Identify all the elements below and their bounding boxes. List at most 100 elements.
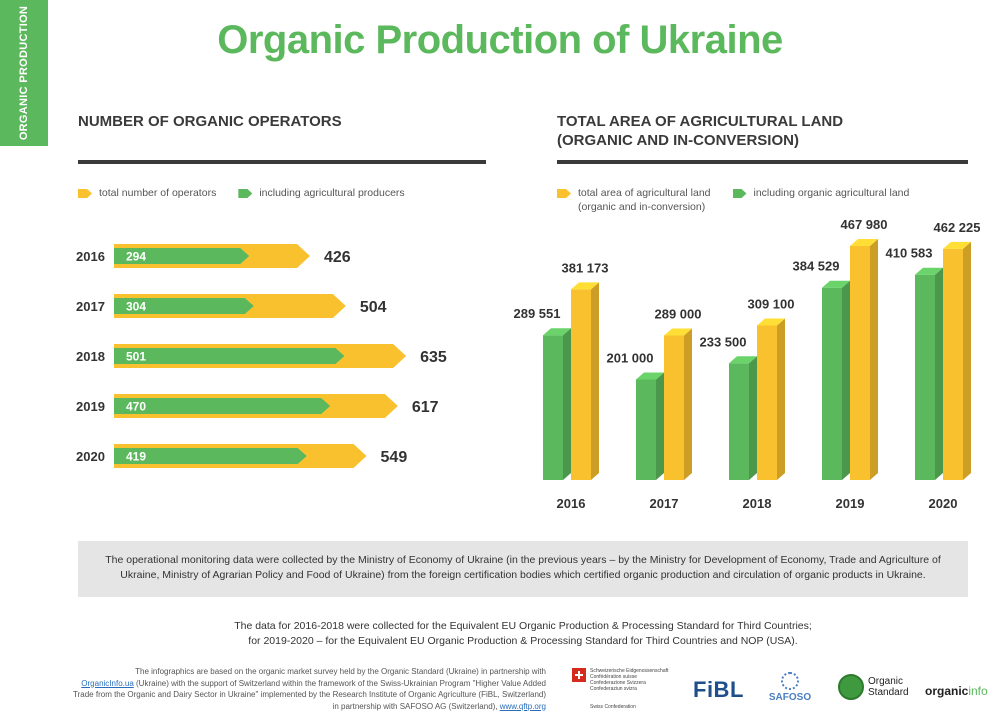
land-year-label: 2017 (650, 496, 679, 511)
land-organic-bar-front (729, 363, 749, 480)
organicinfo-logo: organicinfo (925, 684, 988, 698)
legend-label-total-land-line1: total area of agricultural land (578, 187, 711, 199)
page-title: Organic Production of Ukraine (217, 18, 783, 62)
credits-line4: in partnership with SAFOSO AG (Switzerla… (50, 701, 546, 713)
operators-year-label: 2016 (76, 249, 105, 264)
legend-label-total-land-line2: (organic and in-conversion) (578, 201, 706, 213)
land-total-bar-top (757, 318, 785, 326)
land-total-label: 381 173 (562, 260, 609, 275)
data-standard-note-line1: The data for 2016-2018 were collected fo… (234, 620, 812, 632)
land-organic-bar-front (543, 335, 563, 480)
land-organic-bar-side (842, 280, 850, 480)
credits-line1: The infographics are based on the organi… (135, 667, 546, 676)
land-total-bar-top (850, 239, 878, 247)
operators-producers-label: 419 (126, 450, 146, 464)
organicinfo-logo-b: info (968, 684, 988, 698)
land-organic-label: 289 551 (514, 306, 561, 321)
land-total-bar-side (591, 282, 599, 480)
land-organic-label: 201 000 (607, 351, 654, 366)
legend-label-organic-land: including organic agricultural land (753, 187, 910, 199)
land-organic-bar-top (729, 356, 757, 364)
organic-standard-leaf-icon (838, 674, 864, 700)
operators-year-label: 2018 (76, 349, 105, 364)
land-total-label: 289 000 (655, 307, 702, 322)
organicinfo-link[interactable]: OrganicInfo.ua (81, 678, 134, 688)
legend-swatch-green (238, 189, 253, 198)
land-total-bar-side (870, 239, 878, 480)
land-organic-bar-front (915, 274, 935, 480)
credits-line2-text: (Ukraine) with the support of Switzerlan… (133, 678, 546, 688)
swiss-line-4: Confederaziun svizra (590, 686, 637, 692)
land-organic-label: 233 500 (700, 334, 747, 349)
swiss-flag-icon (572, 668, 586, 682)
operators-producers-bar (114, 448, 307, 464)
legend-label-total-operators: total number of operators (99, 187, 217, 199)
safoso-logo-text: SAFOSO (768, 692, 812, 703)
operators-legend: total number of operators including agri… (78, 186, 427, 200)
organic-standard-line2: Standard (868, 687, 909, 698)
swiss-logo-lines: Schweizerische Eidgenossenschaft Confédé… (590, 668, 668, 692)
methodology-note: The operational monitoring data were col… (78, 541, 968, 597)
legend-label-agri-producers: including agricultural producers (259, 187, 405, 199)
land-organic-bar-top (822, 280, 850, 288)
land-total-bar-side (777, 318, 785, 480)
land-section-title-line1: TOTAL AREA OF AGRICULTURAL LAND (557, 113, 844, 130)
land-total-bar-side (684, 328, 692, 480)
land-organic-label: 384 529 (793, 259, 840, 274)
land-year-label: 2020 (929, 496, 958, 511)
operators-producers-bar (114, 298, 254, 314)
land-organic-bar-top (915, 267, 943, 275)
land-total-bar-front (850, 246, 870, 480)
land-organic-bar-front (822, 287, 842, 480)
land-total-bar-front (664, 335, 684, 480)
land-total-bar-top (943, 241, 971, 249)
land-total-label: 467 980 (841, 220, 888, 232)
land-total-bar-top (571, 282, 599, 290)
qftp-link[interactable]: www.qftp.org (499, 701, 546, 711)
operators-total-label: 504 (360, 299, 387, 316)
swiss-line-2: Confédération suisse (590, 674, 637, 680)
legend-swatch-yellow (557, 189, 571, 198)
land-organic-label: 410 583 (886, 246, 933, 261)
organic-standard-logo: Organic Standard (838, 674, 918, 704)
land-total-label: 309 100 (748, 296, 795, 311)
land-organic-bar-side (656, 372, 664, 480)
land-section-rule (557, 160, 968, 164)
land-bar-chart: 381 173 289 551 2016 289 000 201 000 2017 309 … (514, 220, 981, 511)
operators-year-label: 2020 (76, 449, 105, 464)
operators-producers-bar (114, 348, 345, 364)
land-organic-bar-top (543, 328, 571, 336)
legend-item-organic-land: including organic agricultural land (732, 186, 910, 200)
land-organic-bar-side (563, 328, 571, 480)
operators-producers-label: 470 (126, 400, 146, 414)
organicinfo-logo-a: organic (925, 684, 969, 698)
land-legend: total area of agricultural land (organic… (557, 186, 931, 214)
land-year-label: 2016 (557, 496, 586, 511)
land-total-bar-front (943, 248, 963, 480)
legend-swatch-green (732, 189, 747, 198)
operators-total-label: 426 (324, 249, 351, 266)
safoso-mark-icon (781, 672, 799, 690)
land-organic-bar-front (636, 379, 656, 480)
data-standard-note-line2: for 2019-2020 – for the Equivalent EU Or… (248, 635, 798, 647)
operators-producers-bar (114, 398, 331, 414)
land-section-title: TOTAL AREA OF AGRICULTURAL LAND (ORGANIC… (557, 112, 843, 150)
land-total-bar-side (963, 241, 971, 480)
organic-standard-line1: Organic (868, 676, 904, 687)
safoso-logo: SAFOSO (762, 672, 818, 703)
land-organic-bar-side (935, 267, 943, 480)
operators-producers-label: 501 (126, 350, 146, 364)
swiss-line-3: Confederazione Svizzera (590, 680, 646, 686)
operators-section-rule (78, 160, 486, 164)
data-standard-note: The data for 2016-2018 were collected fo… (78, 619, 968, 649)
credits-line2: OrganicInfo.ua (Ukraine) with the suppor… (50, 678, 546, 690)
operators-section-title: NUMBER OF ORGANIC OPERATORS (78, 113, 342, 130)
land-section-title-line2: (ORGANIC AND IN-CONVERSION) (557, 132, 799, 149)
operators-total-label: 549 (381, 449, 408, 466)
swiss-line-1: Schweizerische Eidgenossenschaft (590, 668, 669, 674)
swiss-logo-bottom: Swiss Confederation (590, 704, 636, 710)
operators-producers-label: 304 (126, 300, 146, 314)
land-total-bar-front (757, 325, 777, 480)
operators-total-label: 617 (412, 399, 439, 416)
organic-standard-text: Organic Standard (868, 676, 909, 698)
